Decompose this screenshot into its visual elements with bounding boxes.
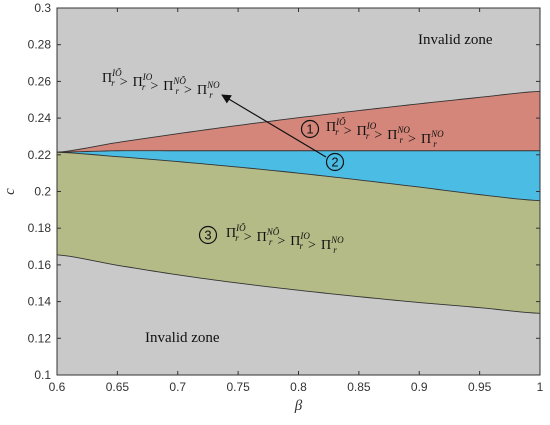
y-tick-label: 0.12 <box>28 331 52 345</box>
y-axis-label: c <box>2 188 18 195</box>
y-tick-label: 0.22 <box>28 148 52 162</box>
y-tick-label: 0.16 <box>28 258 52 272</box>
y-tick-label: 0.26 <box>28 74 52 88</box>
superscript: IO <box>299 231 310 241</box>
gt-sign: > <box>408 132 416 147</box>
gt-sign: > <box>184 83 192 98</box>
pi-symbol: Π <box>133 75 143 90</box>
pi-symbol: Π <box>387 128 397 143</box>
pointer-arrow <box>221 94 327 158</box>
gt-sign: > <box>277 234 285 249</box>
gt-sign: > <box>120 75 128 90</box>
region-2-marker: 2 <box>325 152 345 172</box>
axes: 0.6 0.65 0.7 0.75 0.8 0.85 0.9 0.95 1 0.1 0.12 0.14… <box>2 1 544 414</box>
gt-sign: > <box>244 230 252 245</box>
pi-symbol: Π <box>197 83 207 98</box>
x-tick-label: 0.6 <box>49 380 66 394</box>
subscript: r <box>400 135 404 145</box>
invalid-zone-top-label: Invalid zone <box>418 32 493 48</box>
region-3-inequality: ΠIÕ r > ΠNÕ r > ΠIO r > ΠNO r <box>226 223 344 255</box>
y-tick-label: 0.28 <box>28 38 52 52</box>
x-axis-label: β <box>294 398 303 414</box>
superscript: IÕ <box>235 223 246 233</box>
subscript: r <box>335 127 339 137</box>
subscript: r <box>142 82 146 92</box>
pi-symbol: Π <box>257 230 267 245</box>
upper-boundary <box>56 90 541 153</box>
invalid-zone-bottom-label: Invalid zone <box>145 330 220 346</box>
superscript: IO <box>142 72 153 82</box>
top-inequality: ΠIÕ r > ΠIO r > ΠNÕ r > ΠNO r <box>102 68 220 100</box>
subscript: r <box>235 233 239 243</box>
subscript: r <box>111 78 115 88</box>
region-2-marker-circle <box>325 152 345 172</box>
x-tick-label: 0.65 <box>106 380 130 394</box>
superscript: IO <box>366 121 377 131</box>
gt-sign: > <box>344 124 352 139</box>
superscript: NO <box>396 125 410 135</box>
pi-symbol: Π <box>357 124 367 139</box>
superscript: IÕ <box>335 117 346 127</box>
superscript: NO <box>206 80 220 90</box>
x-tick-label: 0.9 <box>411 380 428 394</box>
middle-boundary <box>56 150 540 153</box>
x-tick-label: 1 <box>537 380 544 394</box>
pi-symbol: Π <box>326 120 336 135</box>
pi-symbol: Π <box>226 226 236 241</box>
y-tick-label: 0.18 <box>28 221 52 235</box>
x-tick-label: 0.85 <box>347 380 371 394</box>
region-1-marker-number: 1 <box>306 122 313 137</box>
region-1-marker: 1 <box>300 119 320 139</box>
subscript: r <box>176 86 180 96</box>
pi-symbol: Π <box>421 132 431 147</box>
pi-symbol: Π <box>163 79 173 94</box>
subscript: r <box>300 241 304 251</box>
region-3-area <box>57 152 540 314</box>
x-tick-label: 0.75 <box>226 380 250 394</box>
region-1-marker-circle <box>300 119 320 139</box>
superscript: NO <box>330 235 344 245</box>
subscript: r <box>333 245 337 255</box>
superscript: NO <box>430 129 444 139</box>
subscript: r <box>366 131 370 141</box>
subscript: r <box>269 237 273 247</box>
gt-sign: > <box>308 238 316 253</box>
x-tick-label: 0.7 <box>169 380 186 394</box>
pi-symbol: Π <box>321 238 331 253</box>
y-tick-label: 0.1 <box>34 368 51 382</box>
region-3-marker: 3 <box>198 225 218 245</box>
lower-middle-boundary <box>56 151 541 202</box>
y-tick-label: 0.14 <box>28 295 52 309</box>
region-3-marker-number: 3 <box>204 228 211 243</box>
plot-area <box>56 8 541 375</box>
x-tick-label: 0.95 <box>468 380 492 394</box>
gt-sign: > <box>374 128 382 143</box>
y-tick-label: 0.2 <box>34 185 51 199</box>
gt-sign: > <box>150 79 158 94</box>
subscript: r <box>209 90 213 100</box>
pi-symbol: Π <box>102 71 112 86</box>
superscript: NÕ <box>172 76 186 86</box>
pi-symbol: Π <box>290 234 300 249</box>
superscript: NÕ <box>266 227 280 237</box>
y-tick-label: 0.24 <box>28 111 52 125</box>
superscript: IÕ <box>111 68 122 78</box>
region-3-marker-circle <box>198 225 218 245</box>
subscript: r <box>433 139 437 149</box>
region-1-inequality: ΠIÕ r > ΠIO r > ΠNO r > ΠNO r <box>326 117 444 149</box>
region-1-area <box>57 91 540 153</box>
bottom-boundary <box>56 254 541 314</box>
y-tick-label: 0.3 <box>34 1 51 15</box>
x-tick-label: 0.8 <box>290 380 307 394</box>
region-2-marker-number: 2 <box>331 155 338 170</box>
region-2-area <box>57 150 540 201</box>
